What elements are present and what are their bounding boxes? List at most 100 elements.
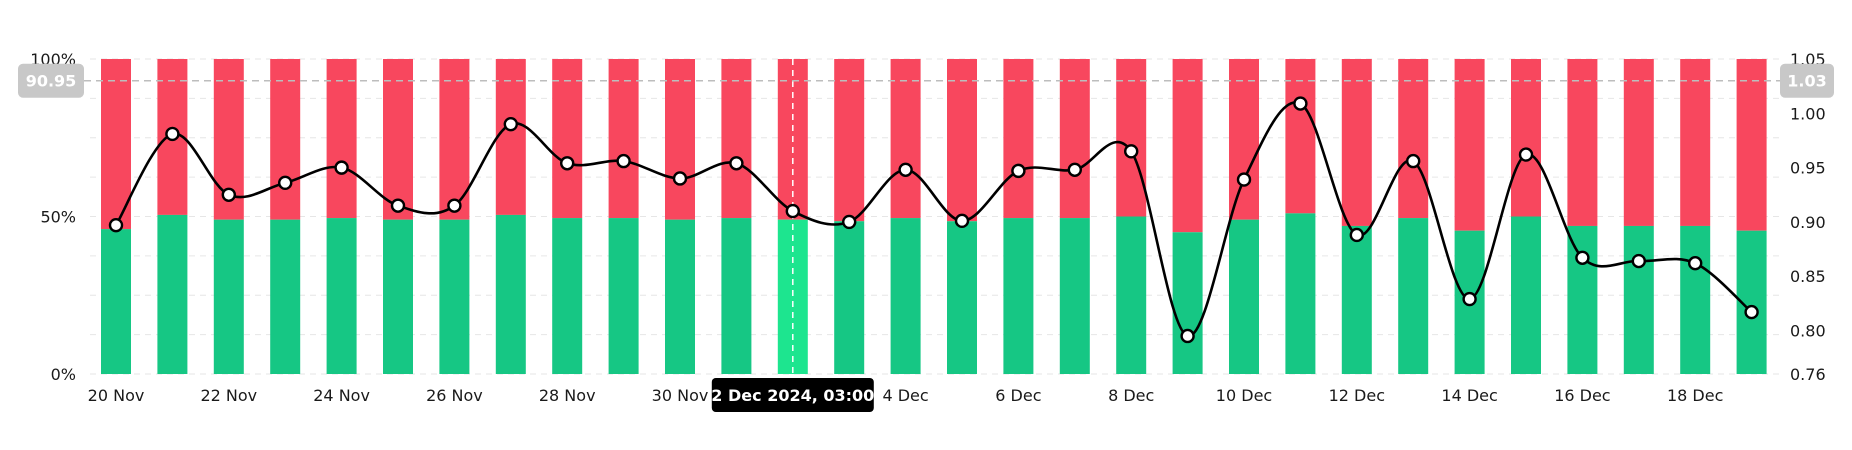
line-point — [560, 156, 575, 171]
bar-green — [1059, 218, 1090, 374]
x-tick-label: 6 Dec — [995, 386, 1041, 405]
line-point — [672, 171, 688, 186]
bar-green — [1511, 216, 1541, 374]
bar-red — [326, 59, 357, 219]
line-point — [278, 175, 293, 191]
left-tick-label: 0% — [51, 365, 76, 384]
bar-green — [890, 218, 921, 374]
right-value-badge-text: 1.03 — [1787, 72, 1826, 91]
right-tick-label: 0.90 — [1790, 213, 1826, 232]
bar-red — [1680, 59, 1711, 226]
bar-red — [1341, 59, 1372, 226]
x-tick-label: 20 Nov — [88, 386, 145, 405]
x-tick-label: 14 Dec — [1441, 386, 1497, 405]
bar-green — [1116, 216, 1147, 374]
x-tick-label: 10 Dec — [1216, 386, 1272, 405]
bar-red — [1567, 59, 1598, 226]
bar-green — [1680, 225, 1711, 374]
x-tick-label: 30 Nov — [652, 386, 709, 405]
left-axis: 100%50%0% — [30, 50, 76, 384]
bar-green — [1567, 225, 1598, 374]
left-value-badge — [18, 63, 84, 98]
right-tick-label: 0.85 — [1790, 267, 1826, 286]
line-point — [447, 198, 462, 213]
line-point — [503, 116, 518, 132]
left-tick-label: 50% — [40, 208, 76, 227]
line-point — [1349, 227, 1365, 243]
bar-red — [947, 59, 977, 222]
bar-green — [1003, 218, 1034, 374]
right-tick-label: 0.95 — [1790, 159, 1826, 178]
right-value-badge — [1780, 63, 1834, 98]
bar-green — [1398, 218, 1429, 374]
bar-green — [1623, 225, 1654, 374]
bar-green — [1172, 232, 1203, 374]
bar-green — [1341, 225, 1372, 374]
bar-red — [1059, 59, 1090, 219]
line-point — [729, 156, 744, 171]
bar-red — [1454, 59, 1485, 231]
bar-red — [270, 59, 301, 220]
line-point — [616, 153, 631, 169]
line-point — [165, 126, 180, 142]
line-point — [1011, 163, 1026, 179]
line-point — [1236, 172, 1252, 187]
line-point — [1518, 147, 1534, 162]
bar-green — [947, 221, 977, 374]
bar-red — [1736, 59, 1767, 231]
bar-red — [1116, 59, 1147, 217]
line-point — [1687, 256, 1703, 271]
bar-green — [439, 219, 470, 374]
x-tick-label: 22 Nov — [200, 386, 257, 405]
bar-red — [1398, 59, 1429, 219]
bar-red — [1229, 59, 1259, 220]
bar-green — [1285, 213, 1316, 374]
x-tick-label: 26 Nov — [426, 386, 483, 405]
bar-green — [721, 218, 752, 374]
line-point — [221, 187, 237, 202]
x-tick-label: 28 Nov — [539, 386, 596, 405]
bar-green — [326, 218, 357, 374]
x-tick-label: 8 Dec — [1108, 386, 1154, 405]
bar-red — [1623, 59, 1654, 226]
bar-red — [383, 59, 413, 220]
bar-green — [383, 219, 413, 374]
line-point — [842, 214, 857, 230]
line-point — [1180, 328, 1195, 344]
right-tick-label: 1.00 — [1790, 104, 1826, 123]
bar-green — [495, 214, 526, 374]
line-series — [114, 101, 1753, 338]
bar-red — [1511, 59, 1541, 217]
line-point — [1744, 304, 1759, 320]
bar-red — [101, 59, 131, 230]
right-tick-label: 0.76 — [1790, 365, 1826, 384]
bar-green — [270, 219, 301, 374]
line-point — [954, 213, 970, 229]
bar-green — [665, 219, 695, 374]
bars — [101, 59, 1767, 374]
line-point — [1462, 291, 1477, 307]
line-point — [1067, 162, 1083, 177]
x-tick-label: 18 Dec — [1667, 386, 1723, 405]
crosshair-badges: 90.95 1.03 2 Dec 2024, 03:00 — [18, 63, 1834, 412]
x-tick-label: 4 Dec — [882, 386, 928, 405]
bar-red — [1003, 59, 1034, 219]
crosshair-date-badge — [711, 378, 874, 412]
x-axis: 20 Nov 22 Nov 24 Nov 26 Nov 28 Nov 30 Nov 4 De… — [88, 386, 1724, 405]
line-point — [898, 162, 913, 177]
x-tick-label: 12 Dec — [1329, 386, 1385, 405]
line-point — [1405, 153, 1421, 169]
bar-red — [1285, 59, 1316, 214]
grid-lines — [90, 58, 1780, 375]
bar-red — [834, 59, 865, 222]
bar-red — [495, 59, 526, 215]
bar-red — [721, 59, 752, 219]
line-point — [785, 203, 800, 219]
bar-red — [890, 59, 921, 219]
line-point — [1575, 250, 1590, 265]
x-tick-label: 24 Nov — [313, 386, 370, 405]
crosshair-date-badge-text: 2 Dec 2024, 03:00 — [711, 386, 874, 405]
line-point — [108, 217, 124, 233]
bar-green — [552, 218, 583, 374]
line-point — [390, 198, 406, 213]
